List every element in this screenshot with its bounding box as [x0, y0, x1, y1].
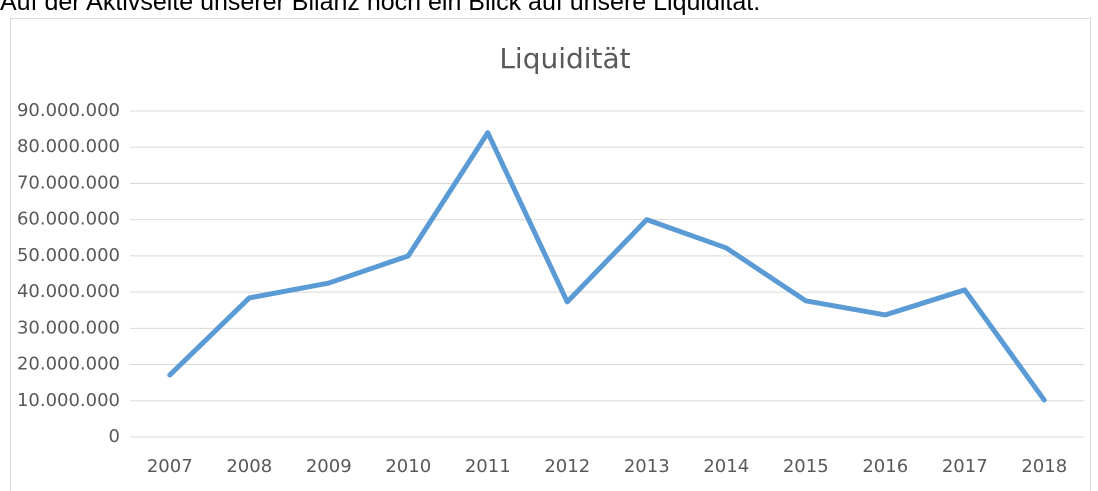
y-tick-label: 80.000.000 [17, 136, 120, 157]
x-tick-label: 2008 [226, 456, 272, 477]
y-tick-label: 0 [109, 426, 120, 447]
x-tick-label: 2014 [703, 456, 749, 477]
x-tick-label: 2012 [544, 456, 590, 477]
x-tick-label: 2010 [385, 456, 431, 477]
y-tick-label: 50.000.000 [17, 245, 120, 266]
x-tick-label: 2018 [1021, 456, 1067, 477]
x-tick-label: 2015 [783, 456, 829, 477]
x-tick-label: 2011 [465, 456, 511, 477]
y-tick-label: 40.000.000 [17, 281, 120, 302]
x-tick-label: 2007 [147, 456, 193, 477]
x-tick-label: 2016 [862, 456, 908, 477]
intro-text: Auf der Aktivseite unserer Bilanz noch e… [0, 0, 760, 16]
x-tick-label: 2017 [942, 456, 988, 477]
x-tick-label: 2009 [306, 456, 352, 477]
x-tick-label: 2013 [624, 456, 670, 477]
data-line [167, 130, 1047, 403]
y-tick-label: 10.000.000 [17, 390, 120, 411]
y-tick-label: 70.000.000 [17, 172, 120, 193]
y-tick-label: 20.000.000 [17, 354, 120, 375]
y-tick-label: 90.000.000 [17, 100, 120, 121]
chart-title: Liquidität [499, 42, 630, 75]
y-tick-label: 30.000.000 [17, 317, 120, 338]
chart-frame [10, 18, 1091, 491]
y-tick-label: 60.000.000 [17, 209, 120, 230]
